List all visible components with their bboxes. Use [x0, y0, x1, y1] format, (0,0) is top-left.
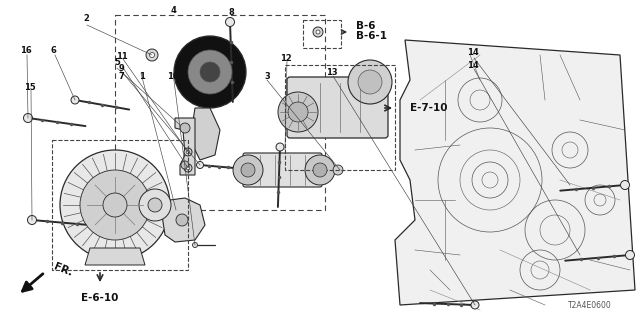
Circle shape [313, 27, 323, 37]
Bar [52, 140, 188, 270]
Bar [303, 20, 341, 48]
Text: 14: 14 [467, 60, 479, 69]
Text: 15: 15 [24, 83, 36, 92]
Text: B-6: B-6 [356, 21, 376, 31]
Bar [285, 65, 395, 170]
Circle shape [150, 52, 154, 58]
Text: 7: 7 [118, 71, 124, 81]
Circle shape [313, 163, 327, 177]
Circle shape [225, 18, 234, 27]
Circle shape [196, 162, 204, 169]
Circle shape [621, 180, 630, 189]
Text: 4: 4 [170, 5, 176, 14]
Circle shape [176, 214, 188, 226]
Circle shape [28, 215, 36, 225]
Circle shape [348, 60, 392, 104]
Text: E-6-10: E-6-10 [81, 293, 118, 303]
Text: 8: 8 [228, 7, 234, 17]
FancyBboxPatch shape [287, 77, 388, 138]
Circle shape [80, 170, 150, 240]
Circle shape [103, 193, 127, 217]
Circle shape [625, 251, 634, 260]
Polygon shape [190, 108, 220, 160]
Circle shape [186, 166, 190, 170]
Text: B-6-1: B-6-1 [356, 31, 387, 41]
Circle shape [71, 96, 79, 104]
Circle shape [184, 148, 192, 156]
Circle shape [24, 114, 33, 123]
Text: 14: 14 [467, 47, 479, 57]
Circle shape [193, 243, 198, 247]
Polygon shape [85, 248, 145, 265]
Circle shape [186, 150, 190, 154]
Text: 2: 2 [83, 13, 89, 22]
Circle shape [139, 189, 171, 221]
Circle shape [184, 164, 192, 172]
Polygon shape [162, 198, 205, 242]
Circle shape [200, 62, 220, 82]
Text: E-7-10: E-7-10 [410, 103, 447, 113]
Bar [115, 15, 325, 210]
Circle shape [60, 150, 170, 260]
Text: T2A4E0600: T2A4E0600 [568, 300, 612, 309]
Text: 13: 13 [326, 68, 338, 76]
Circle shape [276, 143, 284, 151]
Circle shape [241, 163, 255, 177]
Circle shape [148, 198, 162, 212]
Text: 9: 9 [118, 63, 124, 73]
Text: 16: 16 [20, 45, 32, 54]
Circle shape [174, 36, 246, 108]
Circle shape [288, 102, 308, 122]
Circle shape [188, 50, 232, 94]
Circle shape [181, 161, 189, 169]
Circle shape [316, 30, 320, 34]
Circle shape [471, 301, 479, 309]
Circle shape [233, 155, 263, 185]
Text: FR.: FR. [52, 262, 74, 278]
Polygon shape [395, 40, 635, 305]
Text: 10: 10 [167, 71, 179, 81]
Circle shape [180, 123, 190, 133]
FancyBboxPatch shape [243, 153, 322, 187]
Circle shape [333, 165, 343, 175]
Circle shape [278, 92, 318, 132]
Circle shape [305, 155, 335, 185]
Circle shape [146, 49, 158, 61]
Text: 5: 5 [114, 58, 120, 67]
Text: 6: 6 [50, 45, 56, 54]
Text: 12: 12 [280, 53, 292, 62]
Text: 11: 11 [116, 52, 128, 60]
Polygon shape [175, 118, 195, 175]
Text: 1: 1 [139, 71, 145, 81]
Text: 3: 3 [264, 71, 270, 81]
Circle shape [358, 70, 382, 94]
